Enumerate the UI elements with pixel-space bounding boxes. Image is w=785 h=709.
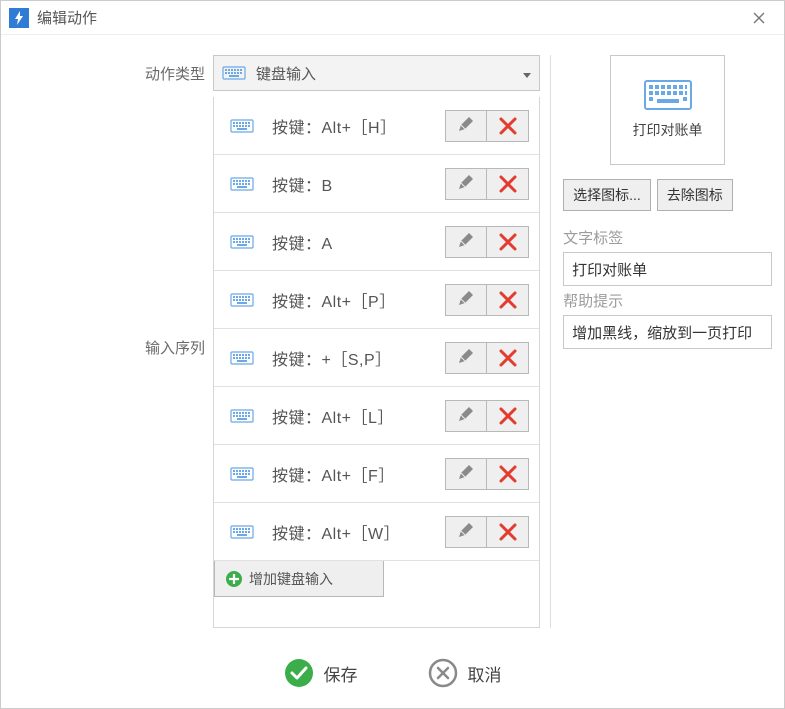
help-hint-caption: 帮助提示 (563, 290, 772, 311)
sequence-item: 按键：Alt+［P］ (214, 271, 539, 329)
sequence-item-text: 按键：Alt+［P］ (272, 288, 445, 312)
delete-button[interactable] (487, 458, 529, 490)
sequence-item: 按键：Alt+［H］ (214, 97, 539, 155)
sequence-list: 按键：Alt+［H］ 按键：B 按键：A 按键：Alt+［P］ 按键：+［S,P］ 按键：… (213, 97, 540, 628)
edit-button[interactable] (445, 168, 487, 200)
delete-button[interactable] (487, 342, 529, 374)
save-button-label: 保存 (324, 661, 358, 686)
edit-button[interactable] (445, 226, 487, 258)
text-label-input[interactable] (563, 252, 772, 286)
help-hint-input[interactable] (563, 315, 772, 349)
sequence-item: 按键：Alt+［L］ (214, 387, 539, 445)
action-type-value: 键盘输入 (256, 63, 523, 84)
save-button[interactable]: 保存 (284, 658, 358, 688)
delete-button[interactable] (487, 516, 529, 548)
dialog-window: 编辑动作 动作类型 键盘输入 输入序列 按键：Alt+［H］按键：B按键：A按键… (0, 0, 785, 709)
edit-button[interactable] (445, 284, 487, 316)
edit-button[interactable] (445, 342, 487, 374)
plus-circle-icon (225, 570, 243, 588)
keyboard-icon (230, 177, 254, 191)
action-type-dropdown[interactable]: 键盘输入 (213, 55, 540, 91)
choose-icon-button[interactable]: 选择图标... (563, 179, 651, 211)
edit-button[interactable] (445, 400, 487, 432)
keyboard-icon (222, 66, 246, 80)
edit-button[interactable] (445, 458, 487, 490)
icon-preview-label: 打印对账单 (633, 120, 703, 140)
delete-button[interactable] (487, 110, 529, 142)
sequence-item: 按键：B (214, 155, 539, 213)
left-column: 动作类型 键盘输入 输入序列 按键：Alt+［H］按键：B按键：A按键：Alt+… (13, 55, 540, 628)
sequence-row: 输入序列 按键：Alt+［H］ 按键：B 按键：A 按键：Alt+［P］ 按键：+［S,… (13, 97, 540, 628)
keyboard-icon (230, 119, 254, 133)
text-label-caption: 文字标签 (563, 227, 772, 248)
keyboard-icon (230, 525, 254, 539)
icon-preview: 打印对账单 (610, 55, 725, 165)
keyboard-icon (230, 351, 254, 365)
footer: 保存 取消 (1, 638, 784, 708)
app-icon (9, 8, 29, 28)
sequence-item: 按键：Alt+［W］ (214, 503, 539, 561)
sequence-item-text: 按键：A (272, 230, 445, 254)
delete-button[interactable] (487, 226, 529, 258)
action-type-label: 动作类型 (13, 63, 213, 84)
add-button-label: 增加键盘输入 (249, 569, 333, 589)
delete-button[interactable] (487, 284, 529, 316)
add-keyboard-input-button[interactable]: 增加键盘输入 (214, 561, 384, 597)
delete-button[interactable] (487, 168, 529, 200)
remove-icon-button[interactable]: 去除图标 (657, 179, 733, 211)
delete-button[interactable] (487, 400, 529, 432)
sequence-item-text: 按键：+［S,P］ (272, 346, 445, 370)
cancel-circle-icon (428, 658, 458, 688)
keyboard-icon (230, 467, 254, 481)
sequence-item: 按键：Alt+［F］ (214, 445, 539, 503)
window-title: 编辑动作 (37, 7, 742, 28)
add-row: 增加键盘输入 (214, 561, 539, 597)
edit-button[interactable] (445, 516, 487, 548)
icon-button-row: 选择图标... 去除图标 (563, 179, 772, 211)
keyboard-icon (230, 293, 254, 307)
input-sequence-label: 输入序列 (13, 97, 213, 628)
sequence-item: 按键：A (214, 213, 539, 271)
keyboard-icon (230, 235, 254, 249)
edit-button[interactable] (445, 110, 487, 142)
keyboard-icon (230, 409, 254, 423)
cancel-button-label: 取消 (468, 661, 502, 686)
chevron-down-icon (523, 65, 531, 81)
sequence-item-text: 按键：Alt+［W］ (272, 520, 445, 544)
sequence-item-text: 按键：B (272, 172, 445, 196)
sequence-item-text: 按键：Alt+［F］ (272, 462, 445, 486)
keyboard-icon (644, 80, 692, 110)
sequence-item-text: 按键：Alt+［H］ (272, 114, 445, 138)
cancel-button[interactable]: 取消 (428, 658, 502, 688)
action-type-row: 动作类型 键盘输入 (13, 55, 540, 91)
titlebar: 编辑动作 (1, 1, 784, 35)
sequence-item-text: 按键：Alt+［L］ (272, 404, 445, 428)
check-circle-icon (284, 658, 314, 688)
right-column: 打印对账单 选择图标... 去除图标 文字标签 帮助提示 (550, 55, 772, 628)
content-area: 动作类型 键盘输入 输入序列 按键：Alt+［H］按键：B按键：A按键：Alt+… (1, 35, 784, 638)
sequence-item: 按键：+［S,P］ (214, 329, 539, 387)
close-button[interactable] (742, 4, 776, 32)
